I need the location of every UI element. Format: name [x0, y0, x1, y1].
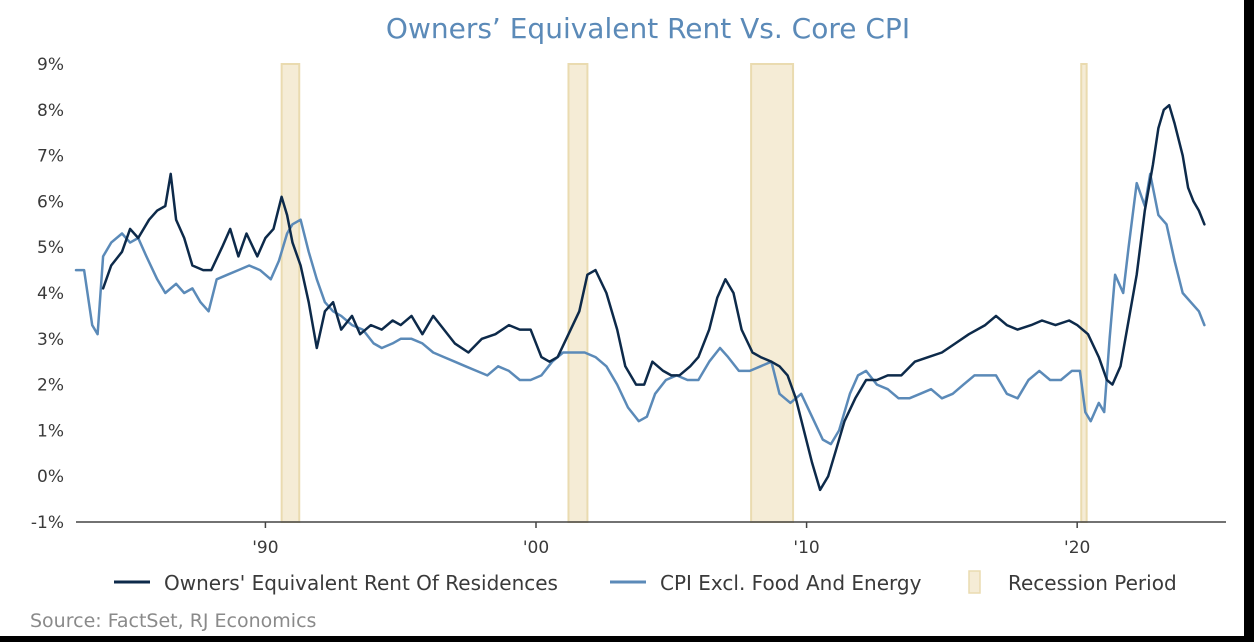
x-tick-label: '20 [1064, 538, 1090, 558]
y-tick-label: 2% [37, 376, 64, 396]
series-lines [74, 103, 1206, 492]
y-tick-label: 4% [37, 284, 64, 304]
recession-bands [280, 63, 1088, 523]
chart-title: Owners’ Equivalent Rent Vs. Core CPI [386, 12, 910, 45]
recession-band [1080, 63, 1088, 523]
legend-label-oer: Owners' Equivalent Rent Of Residences [164, 571, 558, 595]
y-tick-label: 9% [37, 55, 64, 75]
series-line-oer [101, 103, 1206, 492]
recession-band [750, 63, 795, 523]
recession-band [280, 63, 301, 523]
x-tick-label: '10 [793, 538, 819, 558]
y-tick-label: 1% [37, 421, 64, 441]
y-tick-label: -1% [31, 513, 64, 533]
y-tick-label: 0% [37, 467, 64, 487]
legend-label-cpi: CPI Excl. Food And Energy [660, 571, 922, 595]
y-tick-label: 5% [37, 238, 64, 258]
x-tick-label: '90 [252, 538, 278, 558]
y-tick-label: 3% [37, 330, 64, 350]
y-axis: -1% 0% 1% 2% 3% 4% 5% 6% 7% 8% 9% [31, 55, 64, 533]
legend: Owners' Equivalent Rent Of Residences CP… [114, 570, 1177, 595]
y-tick-label: 7% [37, 147, 64, 167]
legend-swatch-recession [968, 570, 981, 594]
x-tick-label: '00 [523, 538, 549, 558]
legend-label-recession: Recession Period [1008, 571, 1177, 595]
series-line-cpi [74, 172, 1206, 446]
x-axis: '90 '00 '10 '20 [252, 522, 1090, 558]
y-tick-label: 6% [37, 192, 64, 212]
source-note: Source: FactSet, RJ Economics [30, 610, 316, 632]
y-tick-label: 8% [37, 101, 64, 121]
